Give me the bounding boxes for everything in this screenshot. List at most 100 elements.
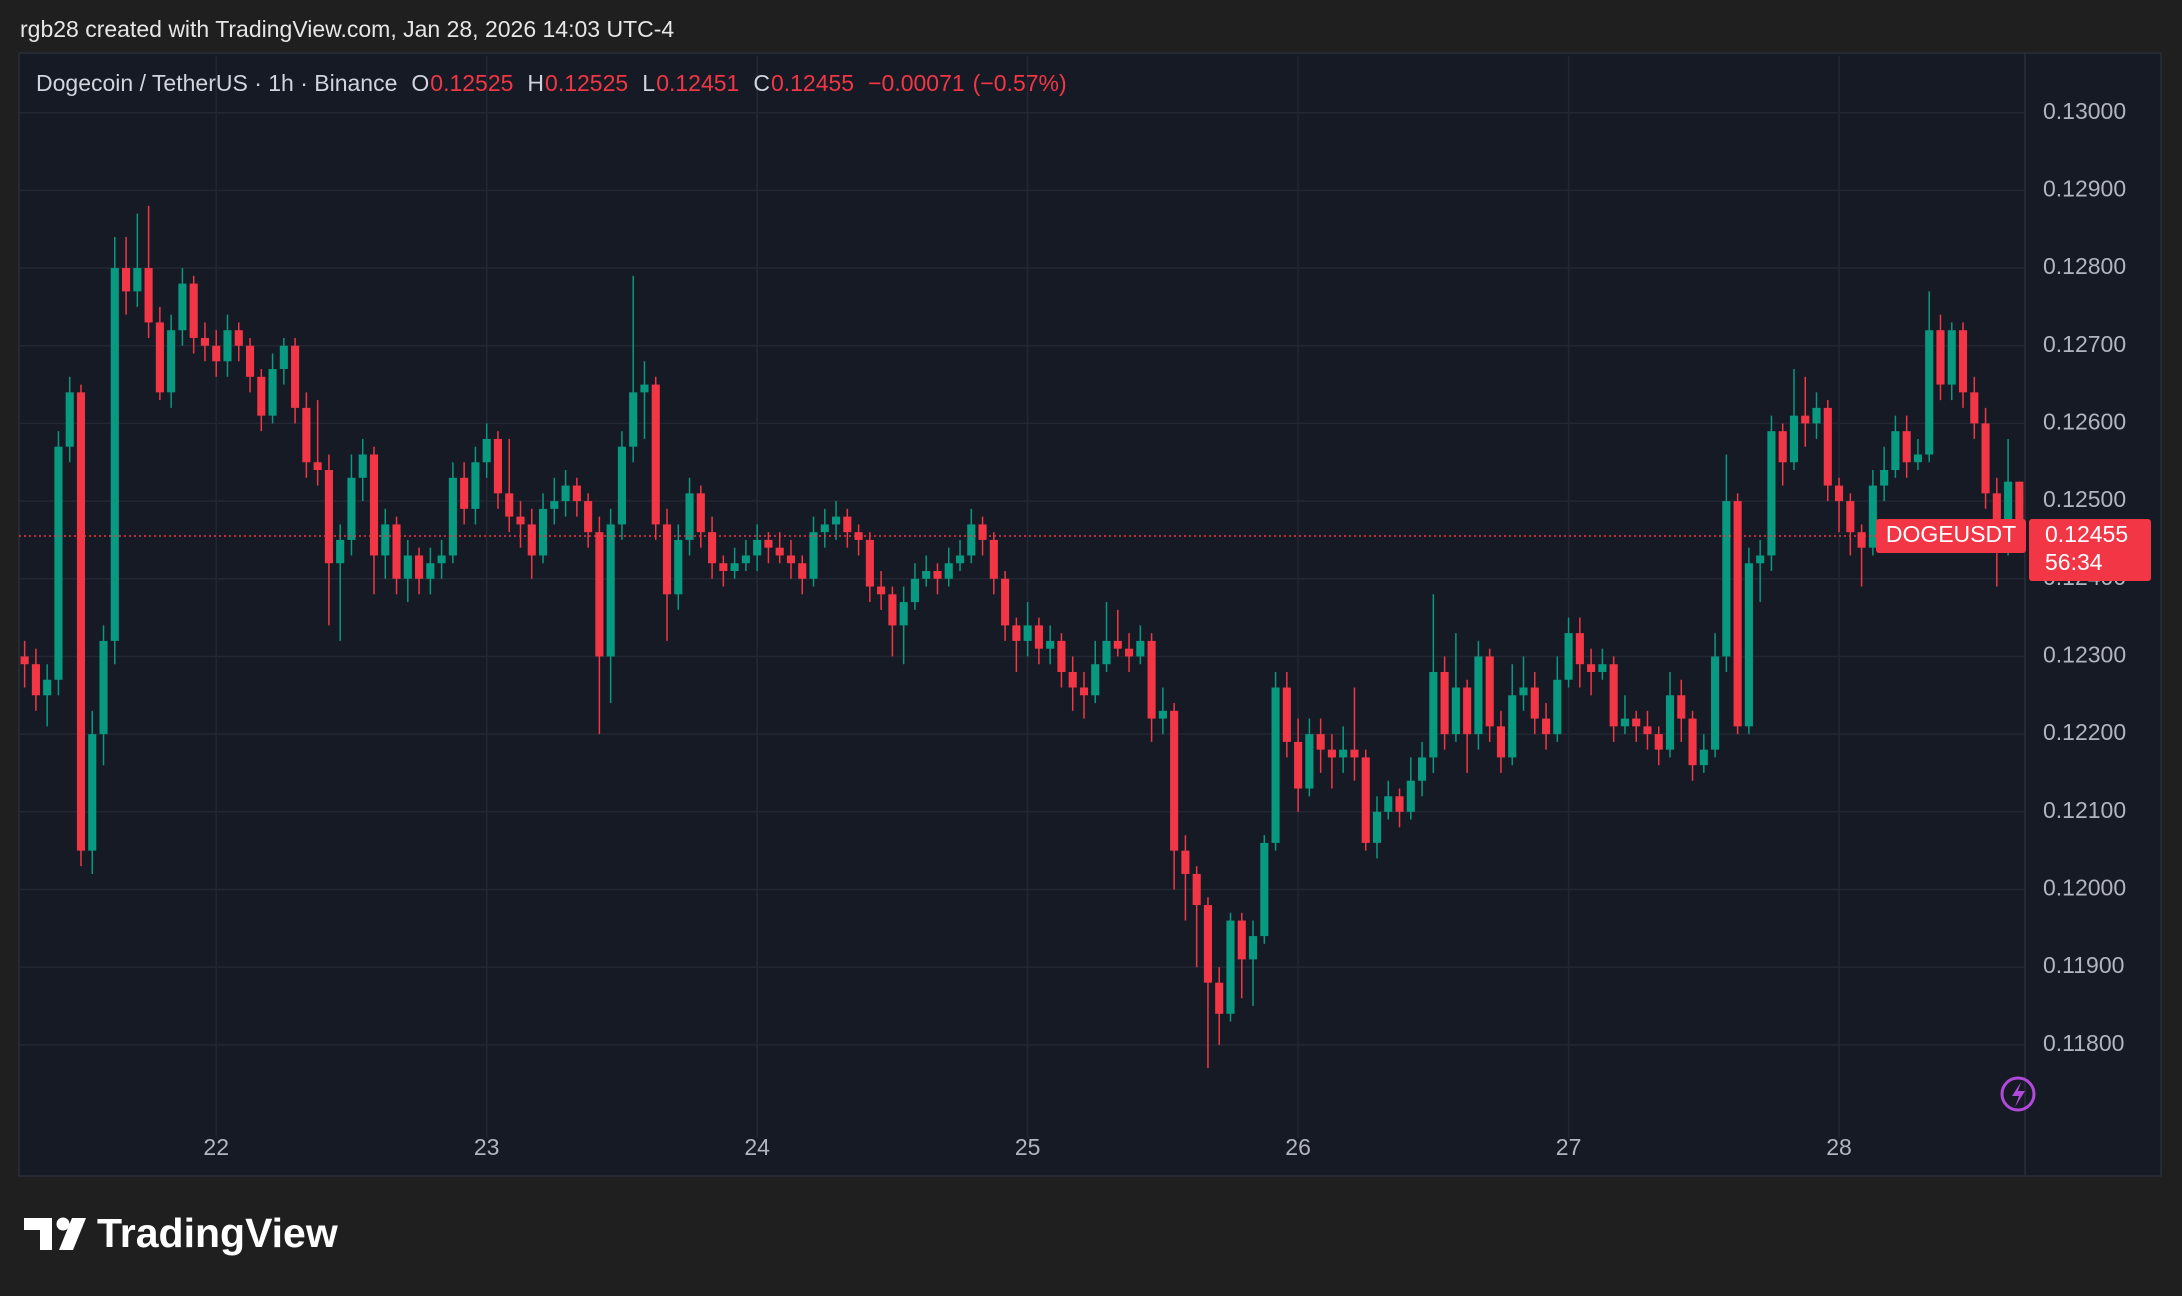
candle-body [2015,481,2024,537]
candle-body [786,555,796,564]
candle-body [200,337,210,346]
header: rgb28 created with TradingView.com, Jan … [20,16,674,42]
candle-body [313,462,322,471]
ohlc-key: C [753,70,770,96]
candle-body [865,539,874,587]
candle-body [268,369,277,416]
candle-body [1136,640,1145,657]
candle-body [1372,811,1382,843]
candle-body [1598,664,1607,672]
candle-body [415,555,424,579]
candle-body [460,477,469,509]
candle-body [1958,330,1968,393]
candle-body [798,563,807,579]
candle-body [1395,796,1404,812]
candle-body [1564,633,1573,680]
candle-body [1068,671,1077,688]
candle-body [1406,780,1415,812]
candle-body [1767,431,1776,556]
candle-body [1541,718,1551,735]
candle-body [538,508,548,556]
y-tick-label: 0.12800 [2043,253,2126,279]
x-tick-label: 25 [1015,1134,1041,1160]
candle-body [820,524,829,533]
candle-body [189,283,198,338]
candle-body [291,345,300,408]
candle-body [1744,563,1753,727]
candle-body [888,594,897,626]
candle-body [1102,640,1111,665]
candle-body [392,524,401,579]
candle-body [1158,710,1167,719]
candle-body [1925,330,1934,455]
symbol-label: DOGEUSDT [1886,521,2016,547]
candle-body [381,524,390,556]
candle-body [234,330,243,346]
candle-body [1880,470,1889,486]
candle-body [933,571,942,579]
candle-body [1665,695,1675,750]
candle-body [1632,718,1641,727]
candle-body [155,322,164,393]
logo-mark [59,1218,86,1250]
candle-body [1113,640,1122,649]
candle-body [1575,633,1584,665]
candle-body [1677,695,1686,719]
lightning-icon[interactable] [2000,1076,2036,1112]
candle-body [1519,687,1528,696]
candle-body [1294,741,1303,789]
candle-body [54,446,63,680]
candle-body [245,345,255,377]
candle-body [257,376,266,416]
candle-body [1091,664,1100,696]
candle-body [1282,687,1291,742]
candle-body [1643,726,1652,735]
candle-body [1192,873,1201,906]
candle-body [1654,734,1663,750]
x-tick-label: 23 [474,1134,500,1160]
candle-body [31,664,40,696]
candle-body [1248,936,1258,960]
candle-body [651,384,660,525]
candle-body [561,485,570,502]
candle-body [1801,415,1810,424]
candle-body [1846,501,1855,533]
candle-body [1530,687,1539,719]
candle-body [167,330,176,393]
candle-body [910,578,919,603]
candle-body [640,384,649,393]
candle-body [1057,640,1066,672]
candle-body [1778,431,1787,463]
symbol-label-box [1876,519,2026,554]
candle-body [527,524,536,556]
price-label: 0.12455 [2045,521,2128,547]
candle-body [629,392,638,447]
candle-body [1789,415,1799,463]
candle-body [775,547,784,556]
grid: 0.11800 0.11900 0.12000 0.12100 0.12200 0.123… [19,53,2126,1176]
candle-body [279,345,288,370]
candle-body [1215,982,1224,1014]
candle-body [1079,687,1089,696]
candle-body [133,268,142,292]
ohlc-value: 0.12455 [771,70,854,96]
ohlc-value: 0.12525 [545,70,628,96]
candle-body [674,539,683,595]
candle-body [347,477,356,540]
candle-body [854,532,863,540]
candle-body [1147,640,1156,719]
candle-body [1722,501,1731,657]
candle-body [144,268,153,323]
logo-dot [56,1217,70,1231]
candle-body [584,501,593,533]
candle-body [516,516,525,525]
candle-body [403,555,412,579]
candle-body [178,283,187,331]
logo-mark [24,1218,52,1250]
candle-body [302,407,311,463]
candle-body [843,516,852,533]
candle-body [572,485,581,502]
y-tick-label: 0.12600 [2043,408,2126,434]
candle-body [1688,718,1697,766]
candle-body [1361,757,1370,843]
